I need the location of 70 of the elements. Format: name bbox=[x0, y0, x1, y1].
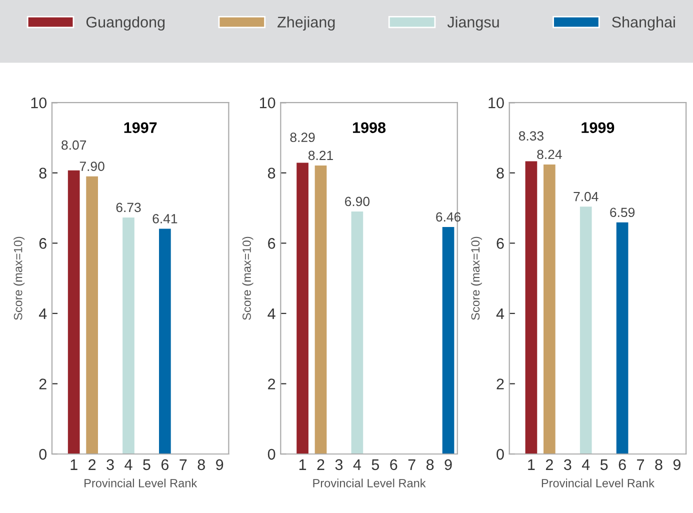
legend-label: Jiangsu bbox=[447, 16, 499, 31]
x-tick-label: 6 bbox=[161, 459, 169, 470]
y-tick-label: 2 bbox=[496, 378, 504, 390]
y-tick-label: 0 bbox=[268, 448, 276, 460]
x-tick-label: 3 bbox=[106, 459, 114, 470]
legend-label: Guangdong bbox=[86, 16, 165, 31]
y-tick-label: 4 bbox=[268, 308, 276, 319]
data-label: 7.90 bbox=[80, 162, 104, 172]
y-tick-label: 0 bbox=[39, 448, 47, 460]
x-tick-label: 2 bbox=[317, 459, 324, 470]
x-tick-label: 4 bbox=[124, 459, 132, 470]
x-tick-label: 8 bbox=[655, 459, 662, 470]
y-tick-label: 10 bbox=[488, 97, 504, 108]
x-tick-label: 4 bbox=[582, 459, 590, 470]
x-tick-label: 1 bbox=[528, 459, 535, 470]
text: 1998 bbox=[352, 122, 386, 134]
x-tick-label: 8 bbox=[198, 459, 205, 470]
x-tick-label: 1 bbox=[70, 459, 78, 470]
x-tick-label: 5 bbox=[143, 459, 150, 470]
data-label: 6.46 bbox=[436, 212, 461, 222]
x-tick-label: 9 bbox=[444, 459, 452, 470]
x-tick-label: 5 bbox=[372, 459, 380, 470]
data-label: 8.21 bbox=[308, 150, 333, 160]
x-tick-label: 2 bbox=[546, 459, 553, 470]
y-tick-label: 2 bbox=[39, 378, 46, 390]
legend-label: Shanghai bbox=[612, 16, 675, 31]
x-tick-label: 3 bbox=[564, 459, 572, 470]
data-label: 8.07 bbox=[62, 140, 86, 150]
y-tick-label: 6 bbox=[496, 238, 504, 249]
data-label: 8.33 bbox=[518, 131, 544, 141]
x-tick-label: 2 bbox=[88, 459, 96, 470]
legend-label: Zhejiang bbox=[278, 16, 335, 31]
text: 1999 bbox=[582, 122, 614, 134]
data-label: 6.73 bbox=[116, 202, 141, 212]
x-axis-title: Provincial Level Rank bbox=[313, 478, 426, 488]
y-tick-label: 4 bbox=[38, 308, 47, 319]
y-axis-title: Score (max=10) bbox=[14, 236, 25, 320]
data-label: 6.59 bbox=[610, 208, 635, 218]
x-tick-label: 7 bbox=[180, 459, 187, 470]
y-tick-label: 4 bbox=[496, 308, 504, 319]
y-axis-title: Score (max=10) bbox=[242, 236, 254, 320]
x-tick-label: 9 bbox=[216, 459, 224, 470]
y-tick-label: 8 bbox=[268, 168, 276, 179]
x-tick-label: 9 bbox=[673, 459, 680, 470]
x-tick-label: 5 bbox=[600, 459, 608, 470]
data-label: 7.04 bbox=[574, 192, 598, 202]
data-label: 6.41 bbox=[152, 214, 178, 224]
x-tick-label: 6 bbox=[390, 459, 398, 470]
data-label: 8.29 bbox=[290, 132, 315, 142]
x-tick-label: 8 bbox=[426, 459, 434, 470]
x-axis-title: Provincial Level Rank bbox=[84, 478, 198, 488]
y-tick-label: 10 bbox=[31, 97, 47, 108]
y-tick-label: 2 bbox=[268, 378, 276, 390]
y-axis-title: Score (max=10) bbox=[470, 236, 482, 320]
y-tick-label: 8 bbox=[496, 168, 504, 179]
y-tick-label: 6 bbox=[39, 238, 46, 249]
y-tick-label: 0 bbox=[496, 448, 504, 460]
x-tick-label: 3 bbox=[335, 459, 343, 470]
x-tick-label: 6 bbox=[618, 459, 626, 470]
data-label: 8.24 bbox=[537, 150, 562, 160]
x-tick-label: 4 bbox=[353, 459, 361, 470]
y-tick-label: 10 bbox=[260, 97, 276, 108]
x-axis-title: Provincial Level Rank bbox=[542, 478, 654, 488]
data-label: 6.90 bbox=[345, 196, 370, 206]
x-tick-label: 7 bbox=[408, 459, 416, 470]
text: 1997 bbox=[124, 122, 157, 134]
y-tick-label: 8 bbox=[39, 168, 46, 179]
y-tick-label: 6 bbox=[268, 238, 276, 249]
x-tick-label: 1 bbox=[299, 459, 306, 470]
x-tick-label: 7 bbox=[637, 459, 644, 470]
